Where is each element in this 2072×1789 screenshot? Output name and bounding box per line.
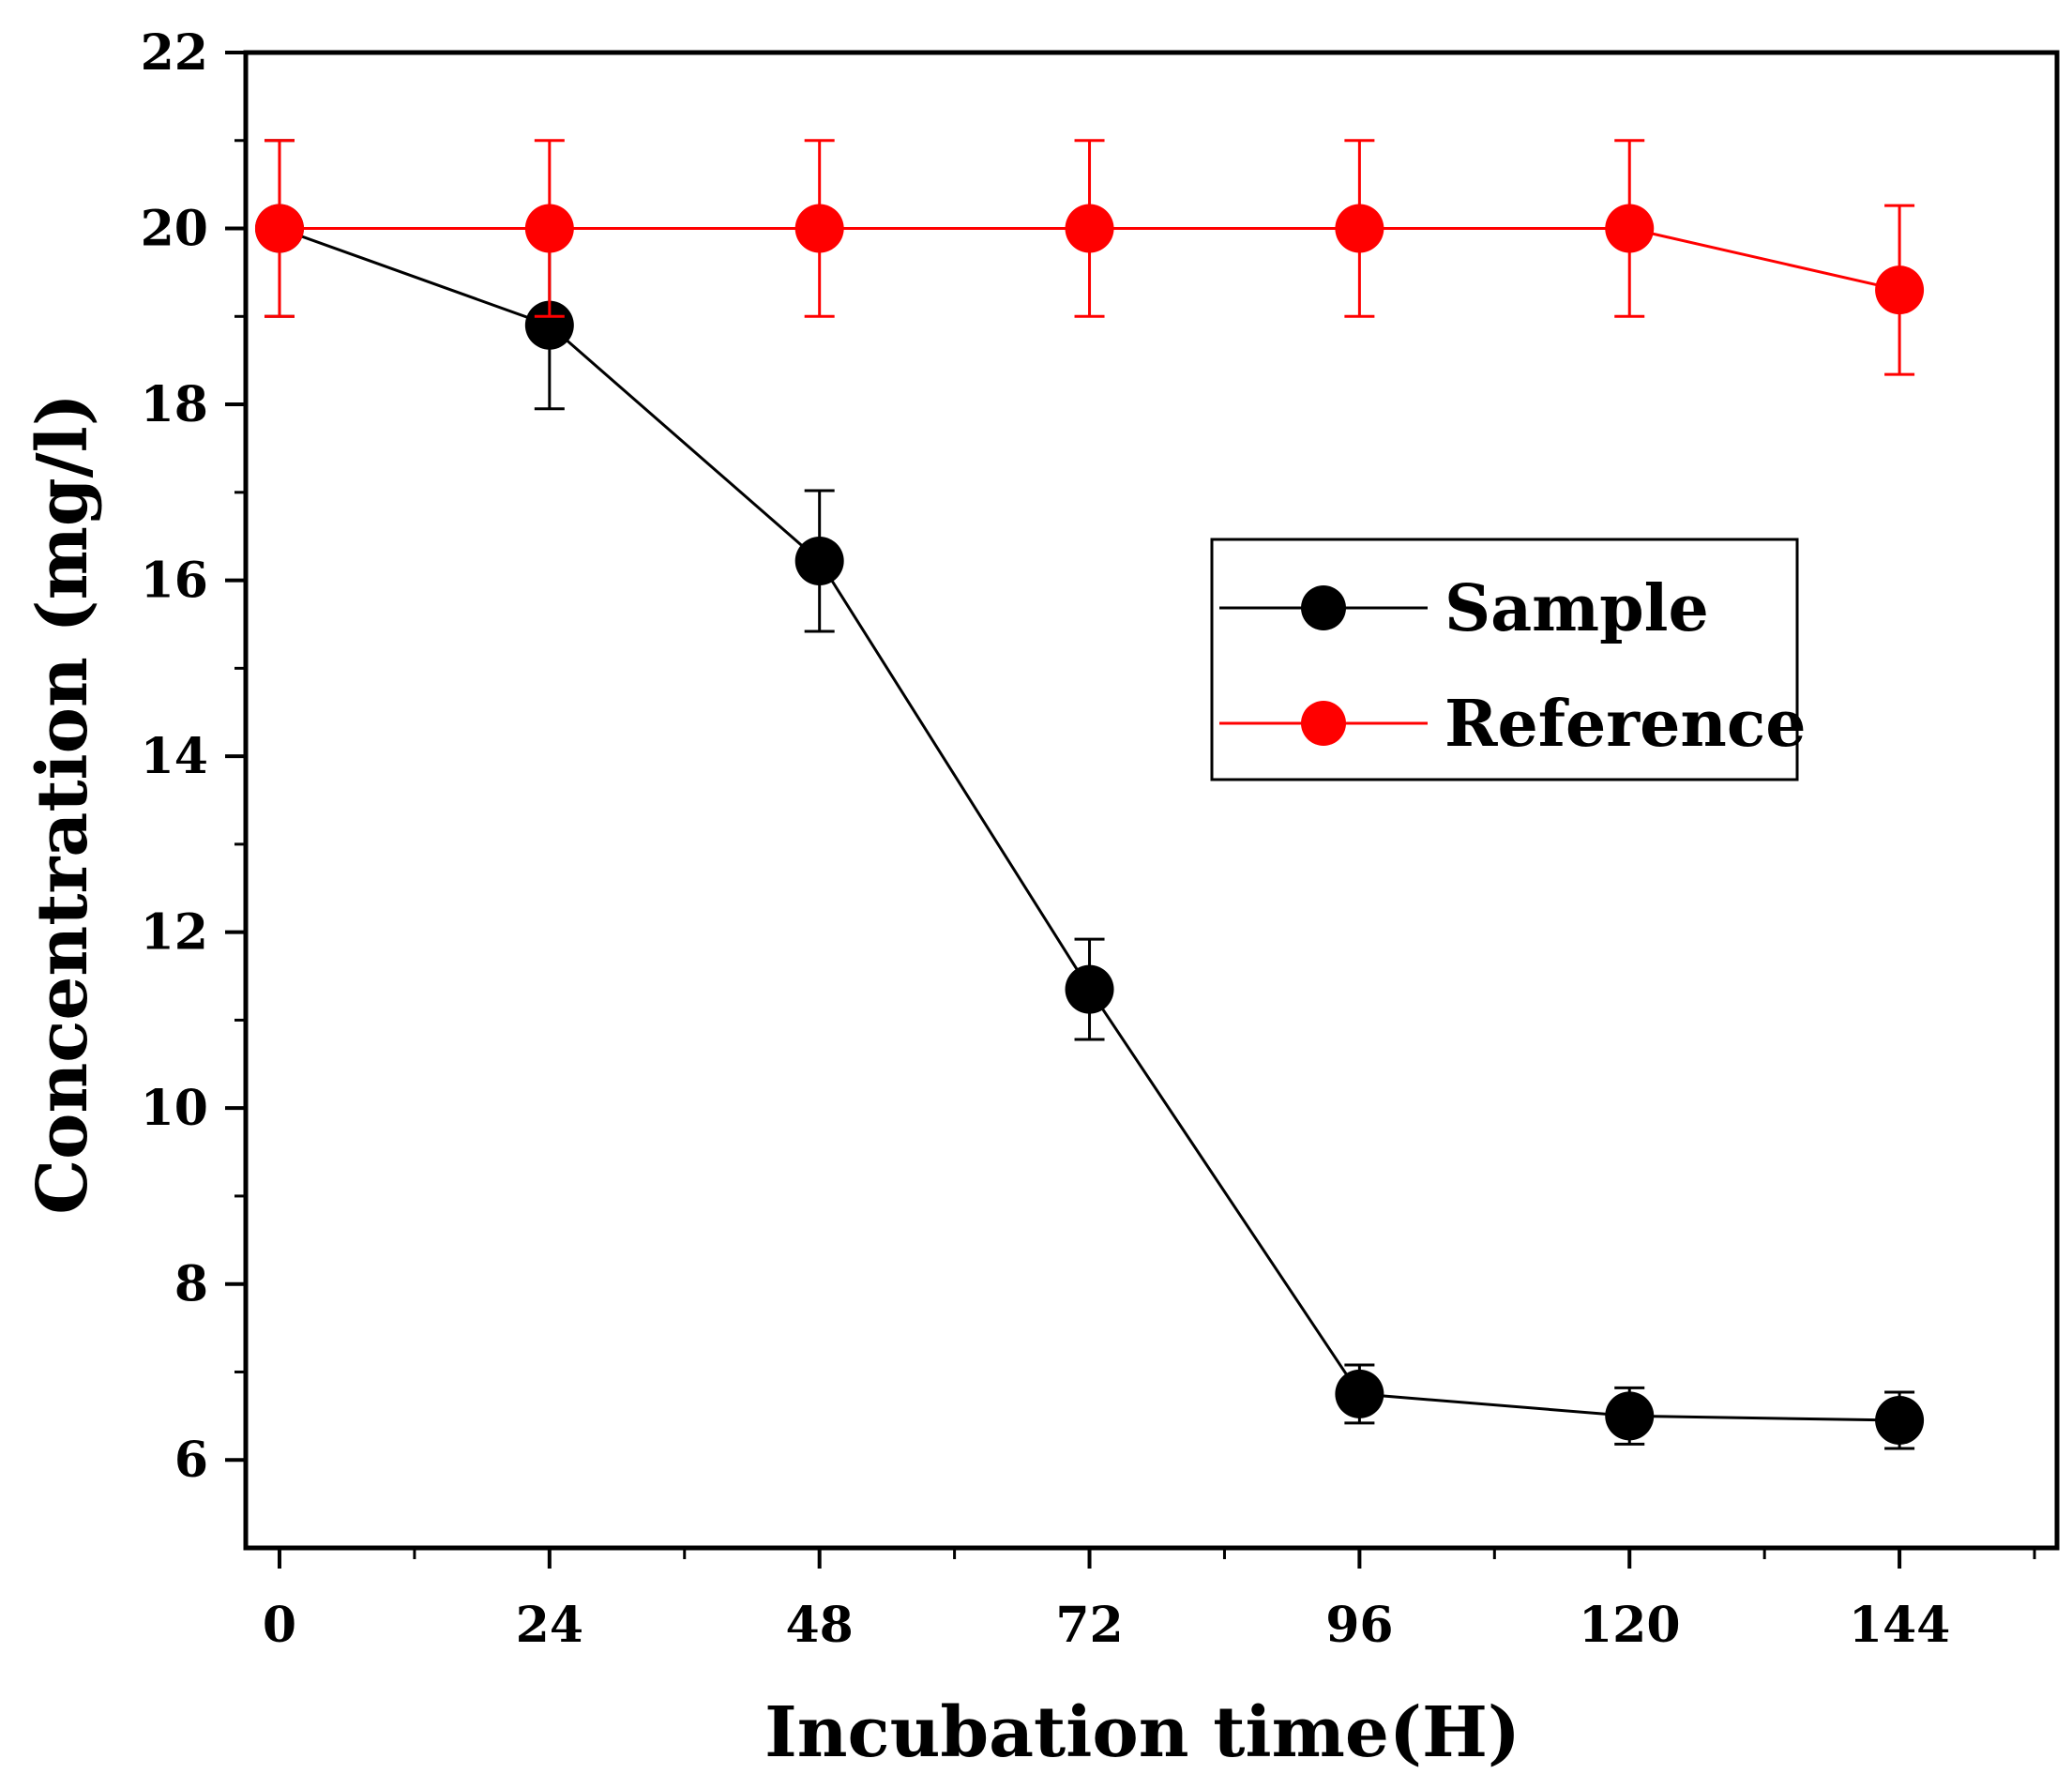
y-tick-label: 6 xyxy=(174,1432,208,1489)
series-sample xyxy=(254,139,1925,1450)
data-point-sample xyxy=(794,536,844,585)
legend-label-sample: Sample xyxy=(1444,571,1709,646)
series-reference xyxy=(254,139,1925,376)
x-tick-label: 0 xyxy=(263,1597,296,1654)
data-point-reference xyxy=(524,204,574,253)
x-tick-label: 72 xyxy=(1055,1597,1123,1654)
y-tick-label: 12 xyxy=(141,904,208,962)
data-point-sample xyxy=(1065,964,1114,1014)
y-tick-label: 10 xyxy=(141,1080,208,1137)
plot-frame xyxy=(243,50,2060,1551)
series-line-sample xyxy=(279,227,1900,1422)
data-point-reference xyxy=(254,204,304,253)
x-tick-label: 48 xyxy=(785,1597,853,1654)
data-point-reference xyxy=(794,204,844,253)
data-point-reference xyxy=(1605,204,1655,253)
data-point-sample xyxy=(1605,1391,1655,1441)
legend-label-reference: Reference xyxy=(1444,687,1807,762)
y-tick-label: 14 xyxy=(141,728,208,785)
x-tick-label: 96 xyxy=(1325,1597,1393,1654)
y-tick-label: 18 xyxy=(141,376,208,433)
tick-labels: 0 24 48 72 96 120 144 6 8 10 12 14 16 18 20 22 xyxy=(141,24,1951,1654)
y-tick-label: 16 xyxy=(141,553,208,610)
data-point-sample xyxy=(1335,1369,1384,1418)
x-tick-label: 144 xyxy=(1849,1597,1951,1654)
data-point-sample xyxy=(1875,1396,1925,1446)
legend: Sample Reference xyxy=(1210,538,1807,781)
x-tick-label: 120 xyxy=(1579,1597,1681,1654)
y-tick-label: 8 xyxy=(174,1256,208,1313)
legend-marker-reference xyxy=(1301,701,1346,746)
y-tick-label: 22 xyxy=(141,24,208,82)
y-axis-title: Concentration (mg/l) xyxy=(23,393,103,1215)
plot-series xyxy=(254,139,1925,1450)
x-axis-title: Incubation time(H) xyxy=(764,1692,1520,1773)
axis-ticks xyxy=(225,51,2036,1569)
y-tick-label: 20 xyxy=(141,201,208,258)
data-point-reference xyxy=(1065,204,1114,253)
data-point-reference xyxy=(1335,204,1384,253)
data-point-sample xyxy=(524,300,574,350)
legend-marker-sample xyxy=(1301,585,1346,630)
data-point-reference xyxy=(1875,265,1925,315)
x-tick-label: 24 xyxy=(516,1597,583,1654)
